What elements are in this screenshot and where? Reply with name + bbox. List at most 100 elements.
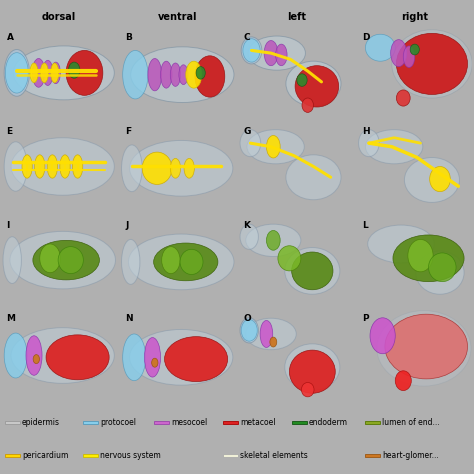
Ellipse shape — [292, 252, 333, 290]
Ellipse shape — [32, 58, 45, 87]
Text: L: L — [362, 220, 368, 229]
Ellipse shape — [10, 231, 116, 289]
Ellipse shape — [395, 371, 411, 391]
Ellipse shape — [184, 158, 194, 178]
Ellipse shape — [275, 44, 287, 66]
Ellipse shape — [396, 33, 467, 94]
Ellipse shape — [68, 62, 80, 78]
Ellipse shape — [33, 355, 39, 364]
Ellipse shape — [240, 130, 261, 156]
Ellipse shape — [145, 337, 161, 377]
Ellipse shape — [30, 63, 38, 83]
Ellipse shape — [5, 53, 28, 93]
Ellipse shape — [66, 50, 103, 95]
Bar — [154, 421, 169, 424]
Text: right: right — [401, 12, 428, 22]
Ellipse shape — [295, 66, 339, 107]
Ellipse shape — [43, 60, 53, 85]
Ellipse shape — [123, 334, 146, 381]
Text: protocoel: protocoel — [100, 418, 136, 427]
Ellipse shape — [170, 63, 181, 86]
Ellipse shape — [301, 383, 314, 397]
Ellipse shape — [22, 155, 32, 178]
Ellipse shape — [170, 158, 181, 178]
Ellipse shape — [26, 336, 42, 375]
Text: epidermis: epidermis — [22, 418, 60, 427]
Bar — [223, 454, 238, 457]
Text: G: G — [244, 127, 251, 136]
Ellipse shape — [260, 320, 273, 347]
Ellipse shape — [121, 145, 142, 191]
Ellipse shape — [152, 358, 158, 367]
Bar — [83, 454, 98, 457]
Ellipse shape — [302, 98, 313, 112]
Ellipse shape — [247, 130, 304, 164]
Text: A: A — [7, 33, 13, 42]
Ellipse shape — [154, 243, 218, 281]
Ellipse shape — [3, 237, 21, 283]
Ellipse shape — [240, 318, 258, 343]
Text: I: I — [7, 220, 10, 229]
Ellipse shape — [297, 74, 307, 86]
Text: dorsal: dorsal — [42, 12, 76, 22]
Ellipse shape — [60, 155, 70, 178]
Ellipse shape — [46, 335, 109, 380]
Text: H: H — [362, 127, 370, 136]
Ellipse shape — [385, 314, 467, 379]
Ellipse shape — [33, 240, 100, 280]
Ellipse shape — [246, 224, 301, 256]
Ellipse shape — [131, 47, 234, 102]
Ellipse shape — [128, 234, 234, 290]
Text: ventral: ventral — [158, 12, 198, 22]
Text: N: N — [125, 314, 133, 323]
Bar — [365, 454, 380, 457]
Text: heart-glomer...: heart-glomer... — [382, 451, 439, 460]
Ellipse shape — [429, 166, 450, 191]
Ellipse shape — [195, 56, 225, 97]
Ellipse shape — [358, 130, 379, 156]
Text: left: left — [287, 12, 306, 22]
Text: skeletal elements: skeletal elements — [240, 451, 308, 460]
Ellipse shape — [416, 251, 464, 294]
Ellipse shape — [35, 155, 45, 178]
Text: B: B — [125, 33, 132, 42]
Bar — [83, 421, 98, 424]
Bar — [365, 421, 380, 424]
Ellipse shape — [286, 155, 341, 200]
Bar — [5, 454, 20, 457]
Ellipse shape — [266, 230, 280, 250]
Ellipse shape — [393, 235, 464, 282]
Ellipse shape — [196, 66, 205, 79]
Text: C: C — [244, 33, 250, 42]
Ellipse shape — [278, 246, 301, 271]
Ellipse shape — [392, 30, 472, 98]
Ellipse shape — [248, 36, 305, 70]
Ellipse shape — [246, 318, 296, 350]
Text: endoderm: endoderm — [309, 418, 347, 427]
Ellipse shape — [142, 152, 172, 184]
Text: O: O — [244, 314, 251, 323]
Ellipse shape — [58, 246, 83, 273]
Text: mesocoel: mesocoel — [171, 418, 207, 427]
Ellipse shape — [285, 344, 340, 391]
Ellipse shape — [148, 58, 162, 91]
Ellipse shape — [285, 247, 340, 294]
Ellipse shape — [51, 62, 60, 83]
Ellipse shape — [121, 239, 140, 284]
Bar — [223, 421, 238, 424]
Ellipse shape — [123, 50, 148, 99]
Ellipse shape — [129, 140, 233, 196]
Ellipse shape — [11, 328, 114, 383]
Ellipse shape — [396, 90, 410, 106]
Text: J: J — [125, 220, 128, 229]
Ellipse shape — [47, 155, 57, 178]
Ellipse shape — [365, 130, 423, 164]
Ellipse shape — [13, 46, 114, 100]
Ellipse shape — [162, 246, 180, 273]
Ellipse shape — [51, 63, 59, 83]
Text: lumen of end...: lumen of end... — [382, 418, 440, 427]
Text: pericardium: pericardium — [22, 451, 68, 460]
Ellipse shape — [11, 138, 114, 195]
Ellipse shape — [180, 249, 203, 274]
Ellipse shape — [266, 136, 280, 158]
